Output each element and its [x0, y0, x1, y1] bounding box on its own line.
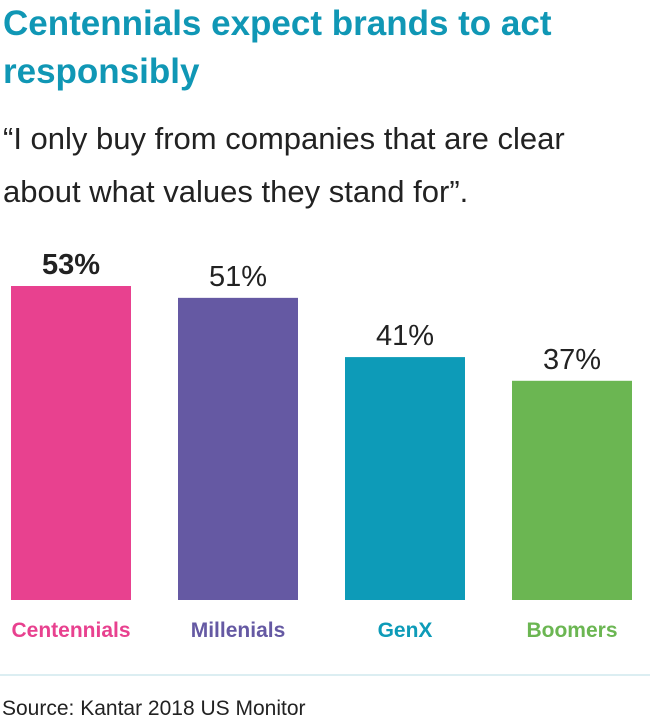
category-label-centennials: Centennials [11, 619, 130, 642]
chart-title: Centennials expect brands to act respons… [3, 4, 552, 91]
value-labels-group: 53% 51% 41% 37% [42, 249, 601, 376]
bars-group [11, 286, 632, 600]
category-label-boomers: Boomers [526, 619, 617, 642]
chart-subtitle-quote: “I only buy from companies that are clea… [3, 121, 565, 209]
category-labels-group: Centennials Millenials GenX Boomers [11, 619, 617, 642]
bar-genx [345, 357, 465, 600]
bar-millenials [178, 297, 298, 600]
source-note: Source: Kantar 2018 US Monitor [2, 697, 306, 720]
bar-centennials [11, 286, 131, 600]
bar-boomers [512, 380, 632, 600]
value-label-millenials: 51% [209, 261, 267, 293]
value-label-centennials: 53% [42, 249, 100, 281]
value-label-genx: 41% [376, 320, 434, 352]
value-label-boomers: 37% [543, 344, 601, 376]
category-label-millenials: Millenials [191, 619, 286, 642]
category-label-genx: GenX [378, 619, 433, 642]
